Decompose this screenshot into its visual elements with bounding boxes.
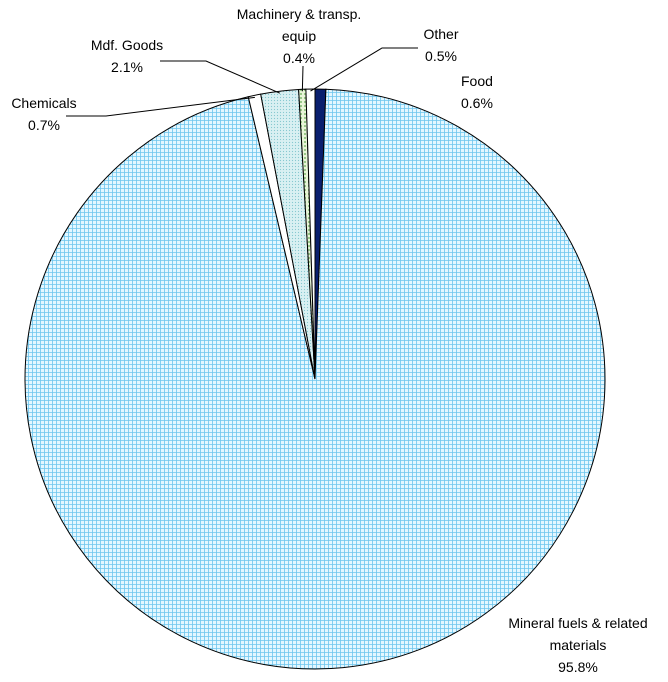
label-chemicals-value: 0.7%	[28, 117, 60, 133]
leader-lines	[66, 47, 418, 117]
label-other-name: Other	[423, 26, 458, 42]
label-mdf-goods-name: Mdf. Goods	[91, 37, 163, 53]
pie-slices	[24, 88, 606, 670]
label-mineral-fuels-name-line2: materials	[550, 637, 607, 653]
label-mineral-fuels-name-line1: Mineral fuels & related	[508, 615, 647, 631]
label-mdf-goods-value: 2.1%	[111, 59, 143, 75]
slice-mineral-fuels	[24, 88, 606, 670]
label-chemicals-name: Chemicals	[11, 95, 76, 111]
label-food-value: 0.6%	[461, 95, 493, 111]
leader-mdf-goods	[160, 60, 281, 94]
label-machinery-name-line2: equip	[282, 28, 316, 44]
label-other-value: 0.5%	[425, 48, 457, 64]
label-food-name: Food	[461, 73, 493, 89]
slice-other	[305, 88, 316, 380]
label-machinery-name-line1: Machinery & transp.	[237, 6, 362, 22]
leader-machinery	[301, 65, 304, 92]
leader-other	[310, 47, 418, 92]
label-machinery-value: 0.4%	[283, 50, 315, 66]
leader-chemicals	[66, 96, 255, 117]
label-mineral-fuels-value: 95.8%	[558, 659, 598, 675]
